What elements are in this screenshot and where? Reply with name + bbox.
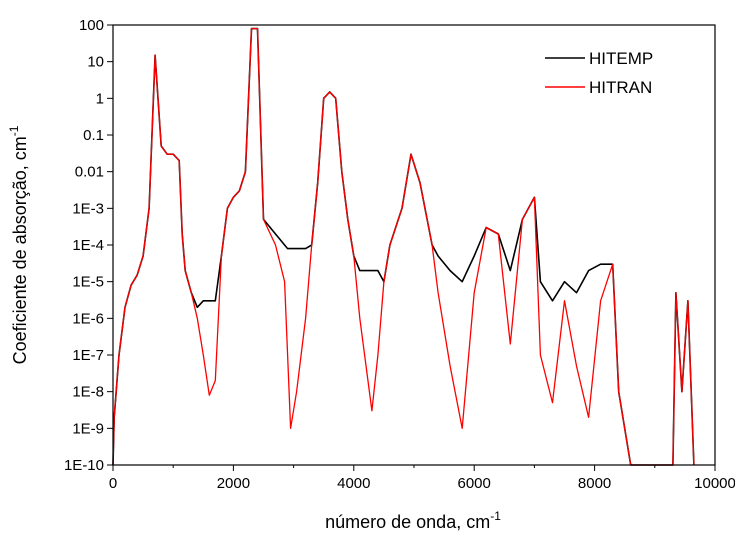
legend-label-hitemp: HITEMP	[589, 49, 653, 68]
y-tick-label: 1E-6	[72, 310, 104, 327]
x-tick-label: 8000	[578, 475, 611, 492]
y-tick-label: 1E-9	[72, 420, 104, 437]
y-tick-label: 100	[79, 17, 104, 34]
x-ticks: 0 2000 4000 6000 8000 10000	[109, 465, 735, 492]
plot-lines	[112, 27, 695, 466]
x-tick-label: 6000	[458, 475, 491, 492]
y-ticks: 1E-10 1E-9 1E-8 1E-7 1E-6 1E-5 1E-4 1E-3 0.01 0.1…	[64, 17, 113, 474]
y-tick-label: 1E-8	[72, 384, 104, 401]
y-tick-label: 1E-3	[72, 200, 104, 217]
y-axis-label: Coeficiente de absorção, cm-1	[7, 125, 30, 364]
y-tick-label: 10	[87, 54, 104, 71]
legend: HITEMP HITRAN	[545, 49, 653, 97]
y-tick-label: 1E-10	[64, 457, 104, 474]
series-line-hitran	[112, 27, 695, 466]
x-axis-label: número de onda, cm-1	[325, 509, 501, 532]
x-tick-label: 0	[109, 475, 117, 492]
y-tick-label: 1E-7	[72, 347, 104, 364]
x-tick-label: 10000	[694, 475, 735, 492]
x-tick-label: 2000	[217, 475, 250, 492]
y-tick-label: 0.1	[83, 127, 104, 144]
y-tick-label: 1E-5	[72, 274, 104, 291]
y-tick-label: 1E-4	[72, 237, 104, 254]
x-tick-label: 4000	[337, 475, 370, 492]
y-tick-label: 1	[96, 90, 104, 107]
legend-label-hitran: HITRAN	[589, 78, 652, 97]
y-tick-label: 0.01	[75, 164, 104, 181]
